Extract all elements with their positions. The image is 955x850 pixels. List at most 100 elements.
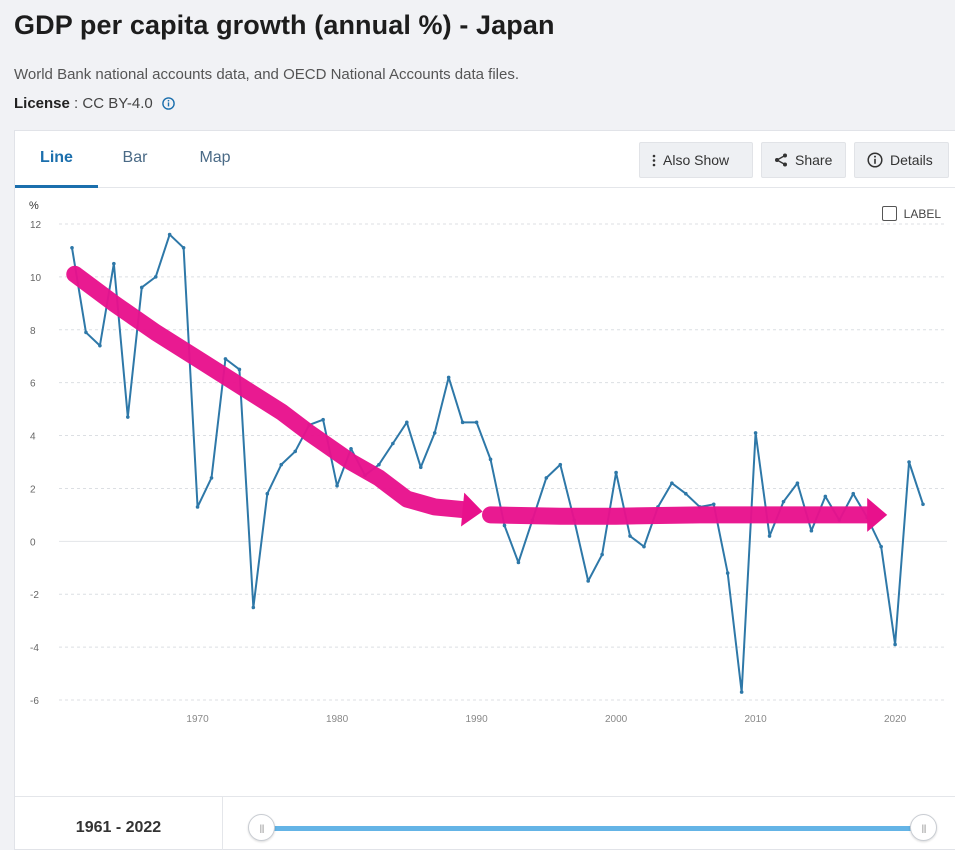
data-point — [879, 544, 883, 549]
license-line: License : CC BY-4.0 — [14, 95, 175, 112]
data-point — [377, 462, 381, 467]
x-tick-label: 1980 — [326, 714, 349, 725]
data-point — [209, 476, 214, 480]
data-point — [432, 431, 437, 435]
also-show-label: Also Show — [663, 152, 730, 168]
data-point — [767, 534, 772, 538]
data-point — [321, 417, 325, 422]
data-point — [614, 470, 618, 475]
share-button[interactable]: Share — [761, 142, 846, 178]
y-tick-label: 0 — [30, 537, 36, 548]
details-button[interactable]: Details — [854, 142, 949, 178]
data-point — [544, 476, 549, 480]
chart-panel: Line Bar Map Also Show Share Details LAB… — [14, 130, 955, 850]
y-tick-label: 4 — [30, 432, 36, 443]
data-point — [558, 462, 563, 467]
y-tick-label: 2 — [30, 484, 36, 495]
page-title: GDP per capita growth (annual %) - Japan — [14, 10, 555, 40]
data-point — [349, 446, 353, 451]
data-point — [739, 690, 744, 694]
label-toggle[interactable]: LABEL — [881, 206, 941, 221]
data-point — [237, 367, 242, 372]
license-value: CC BY-4.0 — [82, 95, 153, 112]
data-point — [195, 505, 200, 509]
vertical-ellipsis-icon — [652, 154, 656, 166]
data-point — [851, 491, 856, 496]
data-point — [265, 491, 270, 496]
line-chart: % -6 -4 -2 0 2 4 6 8 10 12 1970 1980 1990 2000 2010 2020 — [29, 200, 947, 725]
data-point — [670, 481, 674, 485]
range-footer: 1961 - 2022 ||| ||| — [15, 796, 955, 850]
data-point — [586, 579, 590, 583]
y-tick-label: 12 — [30, 220, 42, 231]
year-range-label: 1961 - 2022 — [15, 797, 223, 850]
tab-line[interactable]: Line — [15, 131, 98, 188]
year-range-slider[interactable] — [262, 826, 924, 831]
data-point — [753, 431, 758, 435]
data-point — [335, 484, 339, 488]
chart-type-tabs: Line Bar Map Also Show Share Details — [15, 131, 955, 188]
also-show-button[interactable]: Also Show — [639, 142, 753, 178]
data-point — [391, 441, 395, 446]
info-circle-icon — [867, 152, 883, 168]
series-line — [71, 233, 924, 694]
label-toggle-text: LABEL — [903, 206, 941, 221]
data-point — [516, 560, 521, 565]
data-point — [279, 462, 284, 467]
y-tick-label: 10 — [30, 273, 42, 284]
slider-handle-end[interactable]: ||| — [910, 814, 937, 841]
data-point — [126, 415, 130, 419]
y-tick-label: 8 — [30, 326, 36, 337]
x-tick-label: 2020 — [884, 714, 907, 725]
label-checkbox[interactable] — [881, 206, 897, 221]
data-point — [781, 499, 786, 504]
range-separator: - — [111, 819, 126, 836]
data-point — [251, 605, 256, 610]
tab-map[interactable]: Map — [199, 149, 231, 166]
data-point — [70, 246, 74, 250]
data-point — [725, 571, 730, 575]
data-source: World Bank national accounts data, and O… — [14, 66, 520, 83]
data-point — [446, 375, 451, 380]
y-tick-label: -4 — [30, 643, 39, 654]
data-point — [112, 261, 116, 266]
range-end: 2022 — [125, 819, 162, 836]
annotation-arrowhead — [461, 492, 483, 527]
data-point — [795, 481, 800, 485]
data-point — [181, 246, 186, 250]
x-tick-label: 2000 — [605, 714, 628, 725]
data-point — [84, 330, 88, 335]
data-point — [153, 275, 158, 279]
share-label: Share — [795, 152, 833, 168]
license-label: License — [14, 95, 70, 112]
data-point — [684, 491, 688, 496]
data-point — [474, 420, 479, 425]
data-point — [809, 528, 814, 533]
data-point — [293, 449, 298, 454]
y-tick-label: 6 — [30, 379, 36, 390]
info-circle-icon[interactable] — [161, 97, 175, 110]
data-point — [488, 457, 493, 462]
data-point — [139, 285, 144, 290]
data-point — [418, 465, 423, 470]
slider-handle-start[interactable]: ||| — [248, 814, 275, 841]
data-point — [628, 534, 632, 538]
tab-bar[interactable]: Bar — [122, 149, 148, 166]
data-point — [167, 232, 172, 237]
data-point — [921, 502, 925, 507]
details-label: Details — [890, 152, 933, 168]
annotation-arrow-stroke — [482, 506, 876, 525]
x-tick-label: 1990 — [465, 714, 488, 725]
x-tick-label: 1970 — [186, 714, 209, 725]
license-separator: : — [69, 95, 83, 112]
data-point — [460, 420, 465, 425]
data-point — [98, 343, 102, 348]
range-start: 1961 — [75, 819, 112, 836]
data-point — [823, 494, 828, 499]
data-point — [405, 420, 409, 425]
data-point — [642, 544, 646, 549]
data-point — [893, 642, 897, 647]
y-axis-unit-label: % — [29, 200, 39, 212]
data-point — [600, 552, 604, 557]
share-icon — [775, 153, 787, 167]
